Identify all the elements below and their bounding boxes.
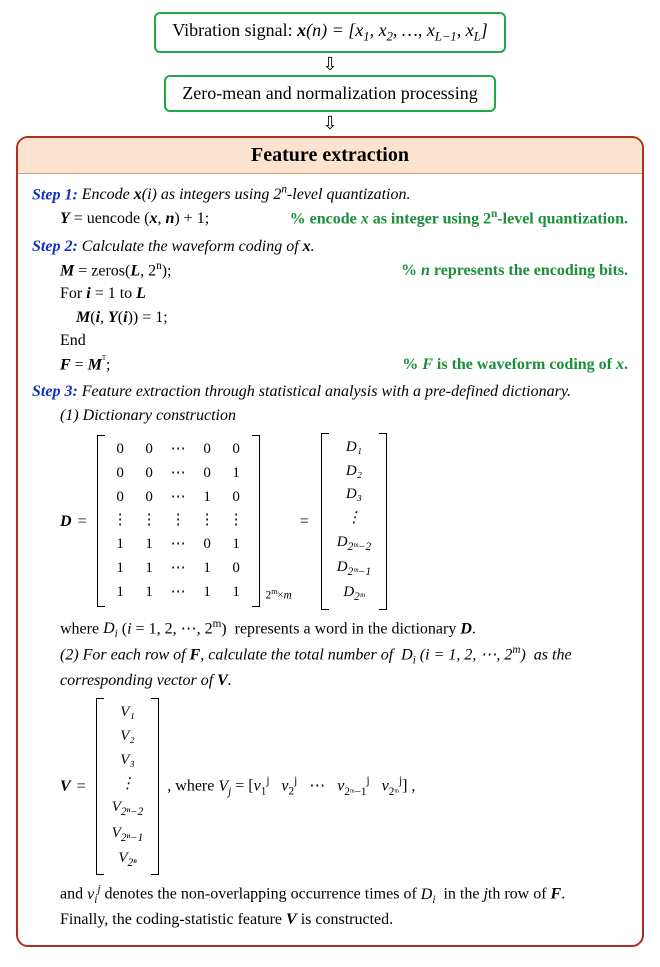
step2-l4: End xyxy=(60,329,628,352)
d-symbol: D xyxy=(60,510,72,533)
step2-text: Calculate the waveform coding of x. xyxy=(82,238,315,255)
step2-l2: For i = 1 to L xyxy=(60,282,628,305)
feature-extraction-panel: Feature extraction Step 1: Encode x(i) a… xyxy=(16,136,644,948)
step3: Step 3: Feature extraction through stati… xyxy=(32,380,628,403)
step2-l1: M = zeros(L, 2n); % n represents the enc… xyxy=(60,258,628,283)
d-matrix-dim: 2m×m xyxy=(266,586,292,604)
arrow-1: ⇩ xyxy=(16,55,644,73)
step2-label: Step 2: xyxy=(32,238,78,255)
flow-box-signal: Vibration signal: x(n) = [x1, x2, …, xL−… xyxy=(154,12,506,53)
where-d: where Di (i = 1, 2, ⋯, 2m) represents a … xyxy=(60,616,628,643)
step2-c5: % F is the waveform coding of x. xyxy=(402,353,628,376)
step3-sub1: (1) Dictionary construction xyxy=(60,404,628,427)
step2-l5: F = Mᵀ; % F is the waveform coding of x. xyxy=(60,352,628,377)
flow-box1-math: x(n) = [x1, x2, …, xL−1, xL] xyxy=(297,20,488,40)
v-vector-eq: V = V₁V₂V₃⋮V2ⁿ−2V2ⁿ−1V2ⁿ , where Vj = [v… xyxy=(60,698,628,875)
step3-label: Step 3: xyxy=(32,383,78,400)
step3-sub2b: corresponding vector of V. xyxy=(60,669,628,692)
v-where: , where Vj = [v1j v2j ⋯ v2ᵐ−1j v2ᵐj] , xyxy=(167,773,415,800)
v-vector: V₁V₂V₃⋮V2ⁿ−2V2ⁿ−1V2ⁿ xyxy=(96,698,160,875)
step3-sub2a: (2) For each row of F, calculate the tot… xyxy=(60,642,628,669)
d-matrix: 00⋯0000⋯0100⋯10⋮⋮⋮⋮⋮11⋯0111⋯1011⋯11 xyxy=(97,435,260,607)
d-matrix-eq: D = 00⋯0000⋯0100⋯10⋮⋮⋮⋮⋮11⋯0111⋯1011⋯11 … xyxy=(60,433,628,610)
step2: Step 2: Calculate the waveform coding of… xyxy=(32,235,628,258)
tail2: Finally, the coding-statistic feature V … xyxy=(60,908,628,931)
step1: Step 1: Encode x(i) as integers using 2n… xyxy=(32,182,628,207)
tail1: and vij denotes the non-overlapping occu… xyxy=(60,881,628,908)
arrow-2: ⇩ xyxy=(16,114,644,132)
flow-box1-prefix: Vibration signal: xyxy=(172,20,297,40)
step1-comment: % encode x as integer using 2n-level qua… xyxy=(290,206,628,231)
step1-text: Encode x(i) as integers using 2n-level q… xyxy=(82,186,411,203)
step2-l3: M(i, Y(i)) = 1; xyxy=(76,306,628,329)
panel-body: Step 1: Encode x(i) as integers using 2n… xyxy=(18,174,642,946)
step3-text: Feature extraction through statistical a… xyxy=(82,383,571,400)
flow-box-preproc: Zero-mean and normalization processing xyxy=(164,75,495,112)
step2-c1: % n represents the encoding bits. xyxy=(401,259,628,282)
d-vector: D₁D₂D₃⋮D2ᵐ−2D2ᵐ−1D2ᵐ xyxy=(321,433,387,610)
v-symbol: V xyxy=(60,775,71,798)
step1-label: Step 1: xyxy=(32,186,78,203)
panel-title: Feature extraction xyxy=(18,138,642,174)
step1-code-lhs: Y = uencode (x, n) + 1; xyxy=(60,207,209,230)
step1-code: Y = uencode (x, n) + 1; % encode x as in… xyxy=(60,206,628,231)
